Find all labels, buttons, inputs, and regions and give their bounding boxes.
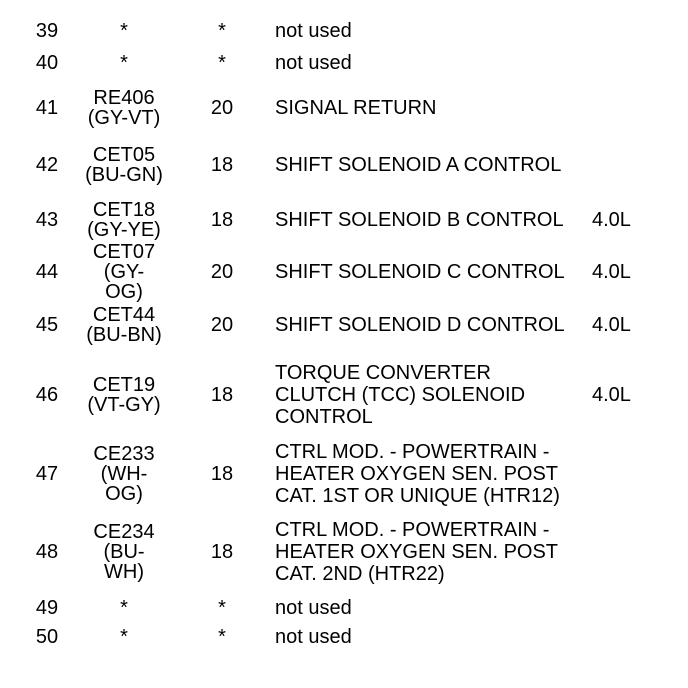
pin-number-cell: 40 xyxy=(35,51,59,74)
circuit-code-cell: CE233 (WH-OG) xyxy=(93,443,155,505)
pinout-table: 39 * * not used 40 * * not used 41 RE406… xyxy=(0,16,688,652)
pin-number-cell: 46 xyxy=(35,383,59,406)
wire-gauge-cell: 18 xyxy=(210,208,234,231)
table-row: 47 CE233 (WH-OG) 18 CTRL MOD. - POWERTRA… xyxy=(0,438,688,510)
wire-gauge-cell: 20 xyxy=(210,260,234,283)
circuit-description-cell: CTRL MOD. - POWERTRAIN - HEATER OXYGEN S… xyxy=(275,441,560,507)
circuit-code-cell: RE406 (GY-VT) xyxy=(87,87,161,129)
wire-gauge-cell: * xyxy=(218,625,226,648)
pin-number-cell: 39 xyxy=(35,19,59,42)
table-body: 39 * * not used 40 * * not used 41 RE406… xyxy=(0,16,688,652)
wire-gauge-cell: 20 xyxy=(210,313,234,336)
engine-variant-cell: 4.0L xyxy=(592,383,631,406)
circuit-description-cell: not used xyxy=(275,597,352,619)
table-row: 39 * * not used xyxy=(0,16,688,46)
table-row: 40 * * not used xyxy=(0,46,688,80)
circuit-description-cell: SHIFT SOLENOID C CONTROL xyxy=(275,261,565,283)
table-row: 42 CET05 (BU-GN) 18 SHIFT SOLENOID A CON… xyxy=(0,136,688,194)
wire-gauge-cell: 20 xyxy=(210,96,234,119)
pin-number-cell: 44 xyxy=(35,260,59,283)
wire-gauge-cell: 18 xyxy=(210,462,234,485)
circuit-code-cell: * xyxy=(120,597,128,619)
circuit-description-cell: not used xyxy=(275,626,352,648)
circuit-description-cell: not used xyxy=(275,20,352,42)
circuit-description-cell: SHIFT SOLENOID D CONTROL xyxy=(275,314,565,336)
circuit-code-cell: CE234 (BU-WH) xyxy=(93,521,155,583)
pin-number-cell: 41 xyxy=(35,96,59,119)
engine-variant-cell: 4.0L xyxy=(592,208,631,231)
circuit-code-cell: * xyxy=(120,20,128,42)
circuit-code-cell: CET05 (BU-GN) xyxy=(85,144,163,186)
wire-gauge-cell: * xyxy=(218,51,226,74)
engine-variant-cell: 4.0L xyxy=(592,260,631,283)
circuit-code-cell: CET18 (GY-YE) xyxy=(87,199,161,241)
pin-number-cell: 42 xyxy=(35,153,59,176)
circuit-description-cell: CTRL MOD. - POWERTRAIN - HEATER OXYGEN S… xyxy=(275,519,559,585)
wire-gauge-cell: 18 xyxy=(210,153,234,176)
pin-number-cell: 49 xyxy=(35,596,59,619)
pin-number-cell: 43 xyxy=(35,208,59,231)
circuit-description-cell: TORQUE CONVERTER CLUTCH (TCC) SOLENOID C… xyxy=(275,362,526,428)
table-row: 49 * * not used xyxy=(0,594,688,622)
circuit-code-cell: * xyxy=(120,52,128,74)
table-row: 46 CET19 (VT-GY) 18 TORQUE CONVERTER CLU… xyxy=(0,352,688,438)
pin-number-cell: 47 xyxy=(35,462,59,485)
circuit-description-cell: SIGNAL RETURN xyxy=(275,97,437,119)
circuit-code-cell: CET19 (VT-GY) xyxy=(87,374,161,416)
table-row: 48 CE234 (BU-WH) 18 CTRL MOD. - POWERTRA… xyxy=(0,510,688,594)
table-row: 50 * * not used xyxy=(0,622,688,652)
circuit-description-cell: not used xyxy=(275,52,352,74)
wire-gauge-cell: * xyxy=(218,19,226,42)
pin-number-cell: 45 xyxy=(35,313,59,336)
circuit-description-cell: SHIFT SOLENOID B CONTROL xyxy=(275,209,564,231)
wire-gauge-cell: 18 xyxy=(210,540,234,563)
circuit-description-cell: SHIFT SOLENOID A CONTROL xyxy=(275,154,562,176)
table-row: 45 CET44 (BU-BN) 20 SHIFT SOLENOID D CON… xyxy=(0,298,688,352)
table-row: 41 RE406 (GY-VT) 20 SIGNAL RETURN xyxy=(0,80,688,136)
wire-gauge-cell: * xyxy=(218,596,226,619)
circuit-code-cell: CET07 (GY-OG) xyxy=(92,241,156,303)
circuit-code-cell: CET44 (BU-BN) xyxy=(86,304,162,346)
table-row: 43 CET18 (GY-YE) 18 SHIFT SOLENOID B CON… xyxy=(0,194,688,246)
pin-number-cell: 50 xyxy=(35,625,59,648)
table-row: 44 CET07 (GY-OG) 20 SHIFT SOLENOID C CON… xyxy=(0,242,688,302)
engine-variant-cell: 4.0L xyxy=(592,313,631,336)
wire-gauge-cell: 18 xyxy=(210,383,234,406)
pin-number-cell: 48 xyxy=(35,540,59,563)
circuit-code-cell: * xyxy=(120,626,128,648)
